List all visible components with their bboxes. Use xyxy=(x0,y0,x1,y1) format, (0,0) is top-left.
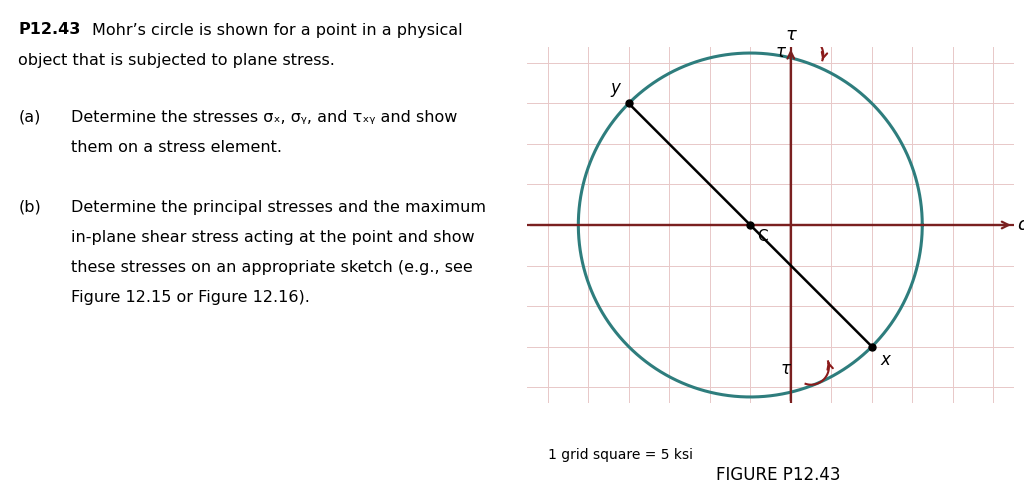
Text: in-plane shear stress acting at the point and show: in-plane shear stress acting at the poin… xyxy=(72,230,475,245)
Text: FIGURE P12.43: FIGURE P12.43 xyxy=(716,466,841,484)
Text: object that is subjected to plane stress.: object that is subjected to plane stress… xyxy=(18,52,335,68)
Text: Figure 12.15 or Figure 12.16).: Figure 12.15 or Figure 12.16). xyxy=(72,290,310,305)
Text: C: C xyxy=(757,229,767,244)
Text: Mohr’s circle is shown for a point in a physical: Mohr’s circle is shown for a point in a … xyxy=(92,22,463,38)
Text: Determine the principal stresses and the maximum: Determine the principal stresses and the… xyxy=(72,200,486,215)
Text: σ: σ xyxy=(1018,216,1024,234)
Text: y: y xyxy=(610,79,621,97)
Text: (b): (b) xyxy=(18,200,41,215)
Text: these stresses on an appropriate sketch (e.g., see: these stresses on an appropriate sketch … xyxy=(72,260,473,275)
Text: Determine the stresses σₓ, σᵧ, and τₓᵧ and show: Determine the stresses σₓ, σᵧ, and τₓᵧ a… xyxy=(72,110,458,125)
Text: x: x xyxy=(880,350,890,368)
Text: τ: τ xyxy=(781,360,791,378)
Text: τ: τ xyxy=(775,44,785,62)
Text: (a): (a) xyxy=(18,110,41,125)
Text: 1 grid square = 5 ksi: 1 grid square = 5 ksi xyxy=(548,448,693,462)
Text: them on a stress element.: them on a stress element. xyxy=(72,140,283,155)
Text: P12.43: P12.43 xyxy=(18,22,81,38)
Text: τ: τ xyxy=(785,26,797,44)
